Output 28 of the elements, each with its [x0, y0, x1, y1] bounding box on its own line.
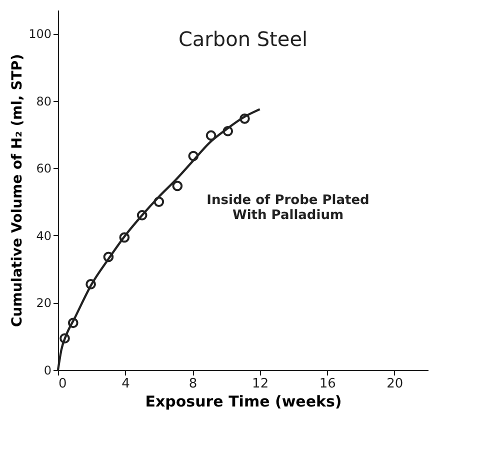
point [222, 126, 234, 136]
y-tick-label: 0 [44, 364, 52, 378]
y-tick-label: 100 [28, 27, 52, 42]
point [119, 232, 130, 243]
x-tick-label: 8 [188, 376, 198, 392]
y-tick-label: 60 [36, 162, 52, 176]
x-axis-title: Exposure Time (weeks) [145, 392, 342, 410]
x-tick-label: 16 [319, 376, 336, 392]
point [68, 318, 78, 328]
point [154, 196, 164, 207]
y-axis-title: Cumulative Volume of H₂ (ml, STP) [10, 54, 26, 328]
point [86, 279, 96, 290]
point [136, 210, 148, 220]
x-tick-label: 20 [386, 376, 404, 392]
y-tick-label: 80 [36, 94, 52, 108]
x-tick-label: 0 [58, 376, 67, 392]
point [206, 130, 216, 141]
point [60, 333, 70, 344]
y-tick-label: 40 [36, 228, 52, 243]
x-tick-label: 12 [252, 376, 269, 392]
text: Carbon Steel [178, 27, 308, 51]
point [188, 150, 199, 162]
point [172, 180, 183, 192]
y-tick-label: 20 [36, 296, 52, 310]
point [103, 252, 114, 262]
x-tick-label: 4 [122, 376, 130, 392]
annotation: Inside of Probe Plated With Palladium [206, 193, 370, 223]
point [240, 114, 250, 124]
